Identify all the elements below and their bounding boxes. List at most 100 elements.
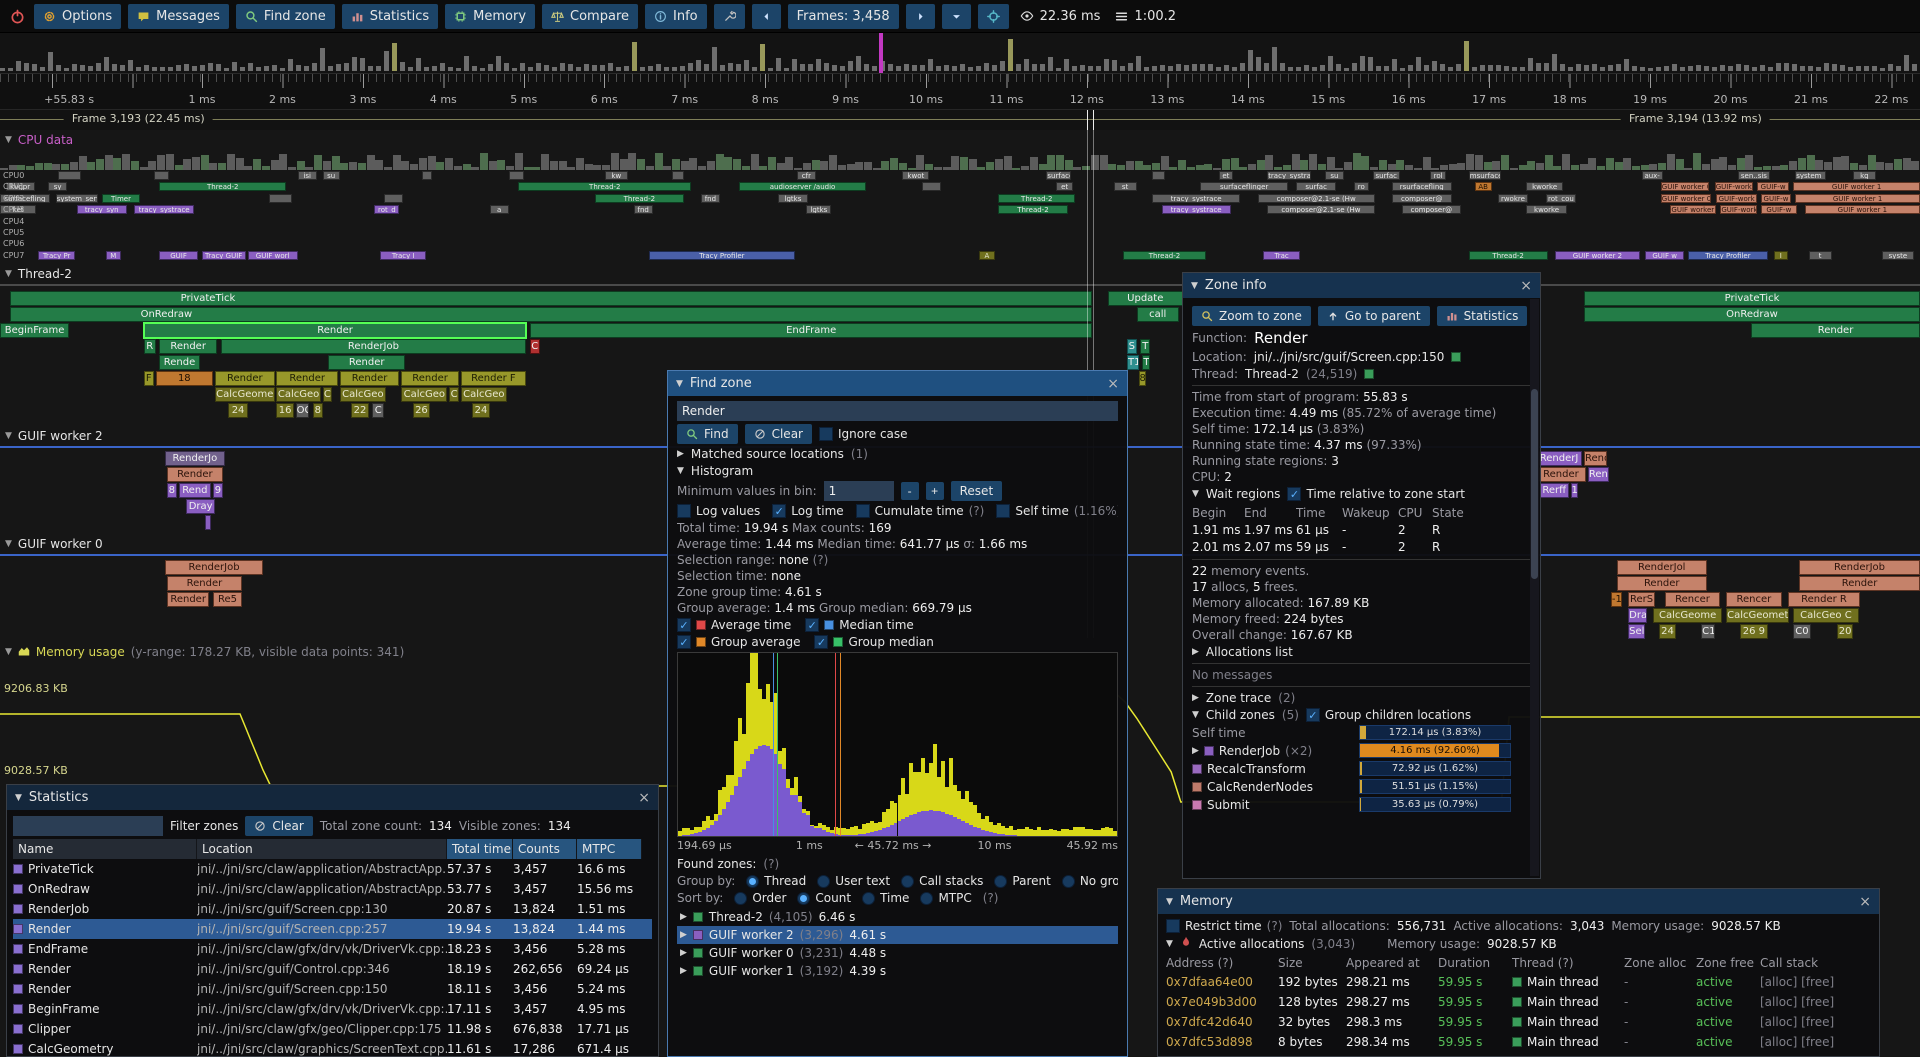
- legend-item[interactable]: ✓ Group median: [814, 635, 934, 649]
- stats-column-header[interactable]: Counts: [513, 839, 577, 859]
- stats-row[interactable]: OnRedraw jni/../jni/src/claw/application/…: [13, 879, 652, 899]
- zone[interactable]: C0: [1793, 624, 1811, 639]
- toolbar-button-info[interactable]: Info: [645, 3, 707, 29]
- zone[interactable]: 8: [312, 403, 323, 418]
- legend-item[interactable]: ✓ Group average: [677, 635, 800, 649]
- memory-column-header[interactable]: Zone alloc: [1624, 956, 1687, 970]
- zone[interactable]: CalcGeome: [1653, 608, 1723, 623]
- collapse-arrow[interactable]: ▼: [5, 269, 12, 279]
- legend-item[interactable]: ✓ Median time: [805, 618, 914, 632]
- cpu-zone[interactable]: cfr: [796, 171, 816, 180]
- zone[interactable]: Render: [1536, 467, 1586, 482]
- zone[interactable]: CalcGeome: [215, 387, 275, 402]
- group-children-checkbox[interactable]: ✓ Group children locations: [1305, 708, 1471, 722]
- child-zone-row[interactable]: RecalcTransform 72.92 µs (1.62%): [1192, 761, 1531, 776]
- memory-column-header[interactable]: Call stack: [1760, 956, 1819, 970]
- cpu-zone[interactable]: aux-: [1641, 171, 1663, 180]
- zone[interactable]: Render: [215, 371, 275, 386]
- zone[interactable]: CalcGeo: [460, 387, 507, 402]
- cpu-zone[interactable]: Thread-2: [1468, 250, 1548, 260]
- zone[interactable]: Render F: [460, 371, 527, 386]
- cpu-zone[interactable]: M: [105, 250, 121, 260]
- toolbar-button-tools[interactable]: [713, 3, 745, 29]
- cpu-zone[interactable]: Tracy I: [380, 250, 427, 260]
- zone[interactable]: 1: [1570, 483, 1579, 498]
- zone[interactable]: OC: [295, 403, 310, 418]
- clear-button[interactable]: Clear: [744, 424, 812, 444]
- collapse-arrow[interactable]: ▶: [677, 449, 684, 459]
- statistics-titlebar[interactable]: ▼ Statistics ×: [7, 785, 658, 810]
- zone[interactable]: C: [372, 403, 384, 418]
- collapse-arrow[interactable]: ▼: [1166, 896, 1173, 907]
- close-button[interactable]: ×: [638, 789, 650, 806]
- memory-allocation-row[interactable]: 0x7dfc42d640 32 bytes 298.3 ms 59.95 s Main …: [1166, 1012, 1871, 1032]
- cpu-zone[interactable]: Thread-2: [595, 193, 684, 203]
- cpu-zone[interactable]: lgtks: [777, 193, 809, 203]
- memory-titlebar[interactable]: ▼ Memory ×: [1158, 889, 1879, 914]
- cpu-zone[interactable]: [672, 171, 684, 180]
- zone[interactable]: Render: [276, 371, 338, 386]
- collapse-arrow[interactable]: ▶: [1192, 647, 1199, 657]
- cpu-zone[interactable]: kg: [1852, 171, 1876, 180]
- collapse-arrow[interactable]: ▼: [677, 466, 684, 476]
- collapse-arrow[interactable]: ▼: [1192, 710, 1199, 720]
- frame-dropdown-button[interactable]: [941, 3, 971, 29]
- cpu-zone[interactable]: GUIF worker 0: [1660, 182, 1709, 192]
- cpu-zone[interactable]: GUIF w: [1645, 250, 1684, 260]
- radio-dot[interactable]: [746, 874, 760, 888]
- zone[interactable]: Rend: [1584, 451, 1608, 466]
- collapse-arrow[interactable]: ▼: [1191, 280, 1198, 291]
- checkbox[interactable]: ✓: [772, 504, 787, 518]
- histogram-plot[interactable]: [677, 652, 1118, 837]
- stats-row[interactable]: Clipper jni/../jni/src/claw/gfx/geo/Clipp…: [13, 1019, 652, 1039]
- zone[interactable]: 8: [167, 483, 177, 498]
- stats-row[interactable]: Render jni/../jni/src/guif/Screen.cpp:257…: [13, 919, 652, 939]
- zone[interactable]: 24: [1658, 624, 1677, 639]
- time-ruler[interactable]: +55.83 s 1 ms 2 ms 3 ms 4 ms 5 ms 6 ms 7 ms 8 ms…: [0, 74, 1920, 110]
- zone[interactable]: Render: [339, 371, 400, 386]
- bin-input[interactable]: [823, 481, 894, 501]
- radio-dot[interactable]: [797, 891, 811, 905]
- zone[interactable]: Render: [401, 371, 459, 386]
- zone[interactable]: Render: [159, 339, 217, 354]
- memory-column-header[interactable]: Duration: [1438, 956, 1491, 970]
- wait-column-header[interactable]: Wakeup: [1342, 505, 1390, 520]
- checkbox[interactable]: [818, 427, 833, 441]
- cpu-zone[interactable]: ket: [0, 205, 37, 215]
- cpu-zone[interactable]: lgtks: [806, 205, 832, 215]
- cpu-zone[interactable]: [57, 171, 81, 180]
- cpu-zone[interactable]: composer@: [1392, 193, 1452, 203]
- find-zone-titlebar[interactable]: ▼ Find zone ×: [668, 371, 1127, 396]
- zone[interactable]: CalcGeo: [276, 387, 321, 402]
- radio-dot[interactable]: [994, 874, 1008, 888]
- collapse-arrow[interactable]: ▶: [1192, 693, 1199, 703]
- zone[interactable]: C1: [1701, 624, 1715, 639]
- collapse-arrow[interactable]: ▼: [676, 378, 683, 389]
- scrollbar[interactable]: [1530, 299, 1539, 876]
- zone[interactable]: BeginFrame: [0, 323, 70, 338]
- cpu-zone[interactable]: [1152, 171, 1166, 180]
- cpu-zone[interactable]: isi: [297, 171, 317, 180]
- toolbar-button-find-zone[interactable]: Find zone: [235, 3, 335, 29]
- memory-column-header[interactable]: Size: [1278, 956, 1303, 970]
- cpu-data-header[interactable]: ▼ CPU data: [5, 132, 73, 148]
- collapse-arrow[interactable]: ▼: [5, 647, 12, 657]
- cpu-zone[interactable]: rot_cou: [1545, 193, 1577, 203]
- zone[interactable]: 18: [155, 371, 214, 386]
- zone[interactable]: T: [1142, 355, 1151, 370]
- zone[interactable]: F: [144, 371, 154, 386]
- checkbox[interactable]: ✓: [677, 618, 691, 632]
- toolbar-button-memory[interactable]: Memory: [445, 3, 536, 29]
- zone-info-button-1[interactable]: Go to parent: [1317, 306, 1430, 326]
- zone[interactable]: 24: [228, 403, 248, 418]
- cpu-zone[interactable]: GUIF worker 0: [1670, 205, 1717, 215]
- bin-decrease-button[interactable]: -: [900, 482, 919, 500]
- cpu-zone[interactable]: Thread-2: [159, 182, 287, 192]
- zone[interactable]: C: [322, 387, 333, 402]
- toolbar-button-options[interactable]: Options: [34, 3, 122, 29]
- found-zone-group[interactable]: ▶ GUIF worker 1 (3,192) 4.39 s: [677, 962, 1118, 980]
- zone[interactable]: Dray: [186, 499, 216, 514]
- sort-by-option-0[interactable]: Order: [734, 891, 786, 905]
- group-by-option-3[interactable]: Parent: [994, 874, 1051, 888]
- zone[interactable]: RenderJ: [1536, 451, 1583, 466]
